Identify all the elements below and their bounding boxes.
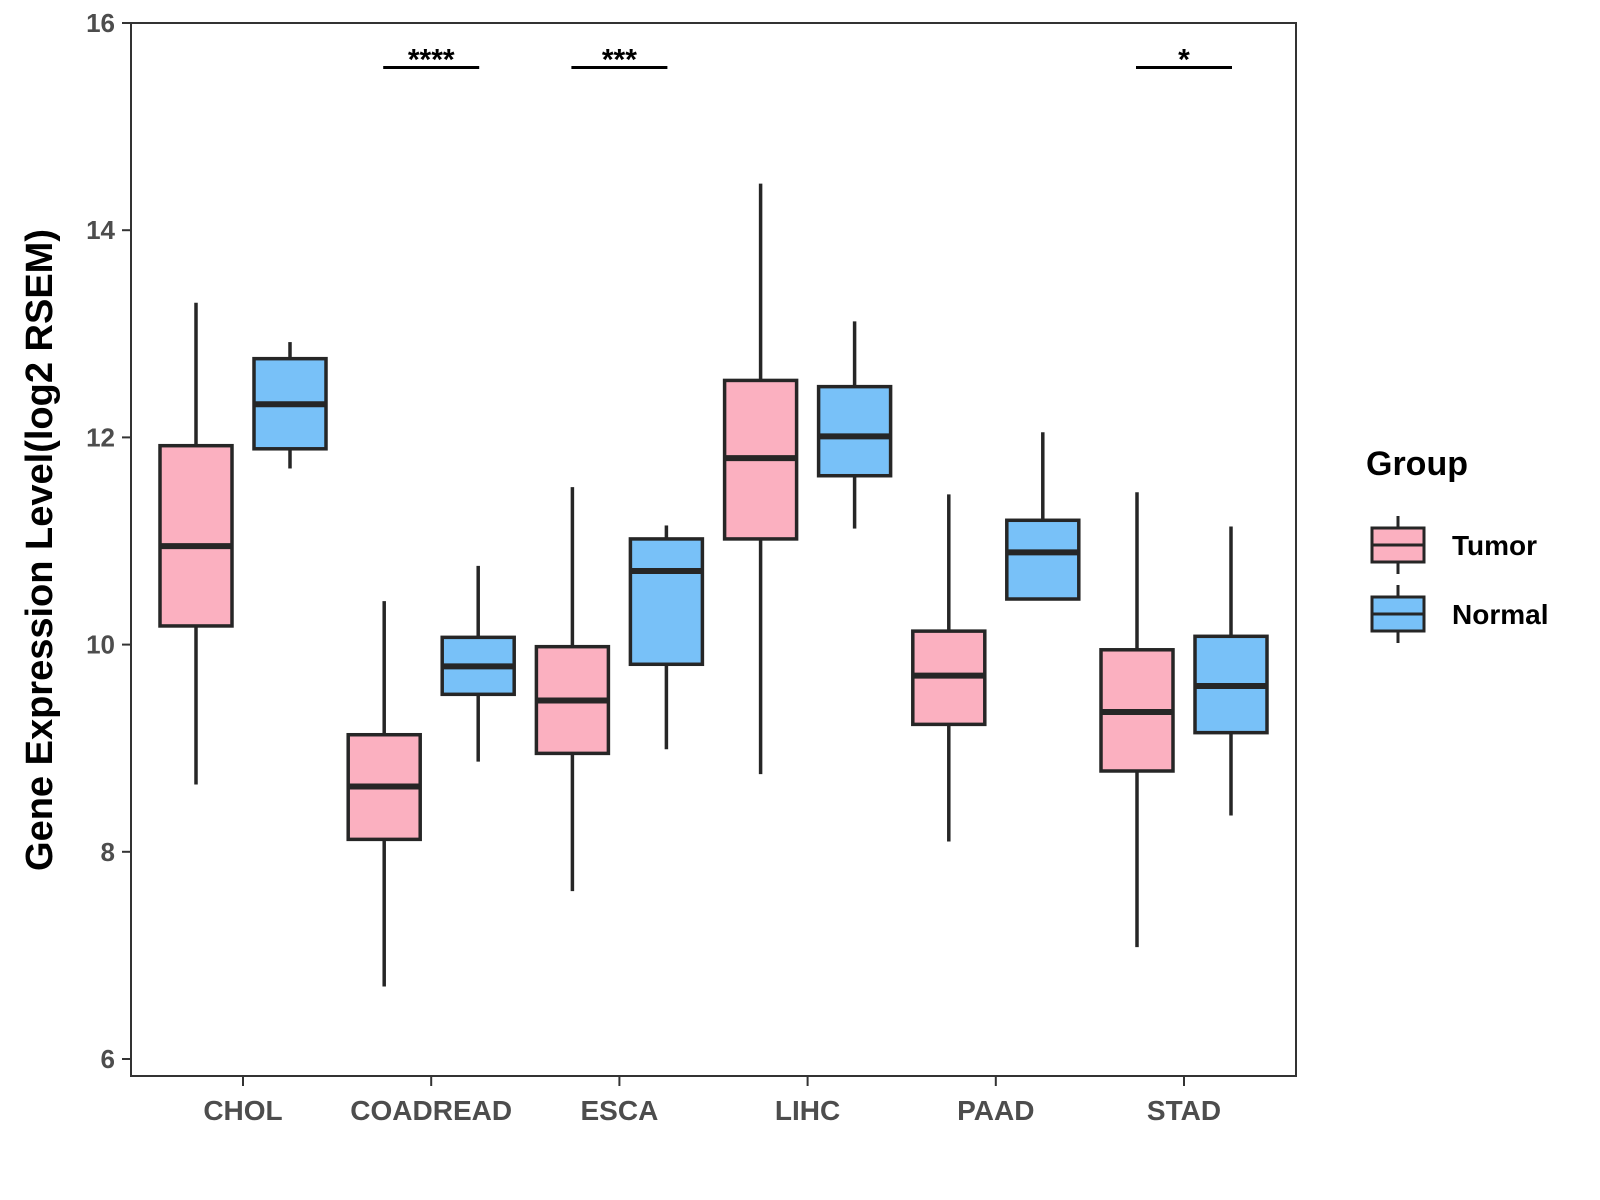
- box-tumor-lihc: [722, 183, 799, 775]
- box-tumor-paad: [911, 494, 987, 842]
- box-normal-chol: [252, 342, 328, 469]
- box-normal-stad: [1193, 526, 1269, 816]
- legend-items: Tumor Normal: [1370, 516, 1548, 643]
- x-tick-label: STAD: [1147, 1095, 1221, 1126]
- legend: Group Tumor Normal: [1366, 445, 1548, 643]
- legend-title: Group: [1366, 445, 1468, 483]
- significance-label: ***: [602, 44, 637, 77]
- legend-item-tumor: Tumor: [1370, 516, 1537, 574]
- box-tumor-chol: [158, 302, 234, 785]
- box-normal-esca: [628, 525, 705, 750]
- x-tick-label: CHOL: [203, 1095, 282, 1126]
- x-tick-label: COADREAD: [350, 1095, 512, 1126]
- panel-border: [130, 22, 1297, 1077]
- y-tick-label: 12: [86, 422, 115, 452]
- x-tick-label: LIHC: [775, 1095, 840, 1126]
- box-normal-coadread: [440, 565, 516, 762]
- y-tick-label: 14: [86, 215, 115, 245]
- legend-item-normal: Normal: [1370, 585, 1548, 643]
- box-tumor-esca: [534, 487, 611, 892]
- box-normal-lihc: [816, 321, 893, 529]
- y-tick-label: 16: [86, 8, 115, 38]
- box-iqr: [628, 537, 705, 667]
- legend-label: Normal: [1452, 599, 1548, 630]
- box-tumor-coadread: [346, 601, 422, 987]
- box-normal-paad: [1005, 432, 1081, 601]
- significance-label: *: [1178, 44, 1190, 77]
- y-axis-title: Gene Expression Level(log2 RSEM): [19, 229, 61, 871]
- box-iqr: [158, 443, 234, 628]
- significance-label: ****: [408, 44, 455, 77]
- box-iqr: [816, 384, 893, 478]
- legend-label: Tumor: [1452, 530, 1537, 561]
- box-tumor-stad: [1099, 492, 1175, 948]
- y-tick-label: 10: [86, 630, 115, 660]
- x-tick-label: ESCA: [581, 1095, 659, 1126]
- box-iqr: [1005, 518, 1081, 601]
- y-tick-label: 6: [101, 1044, 115, 1074]
- y-tick-label: 8: [101, 837, 115, 867]
- x-tick-label: PAAD: [957, 1095, 1034, 1126]
